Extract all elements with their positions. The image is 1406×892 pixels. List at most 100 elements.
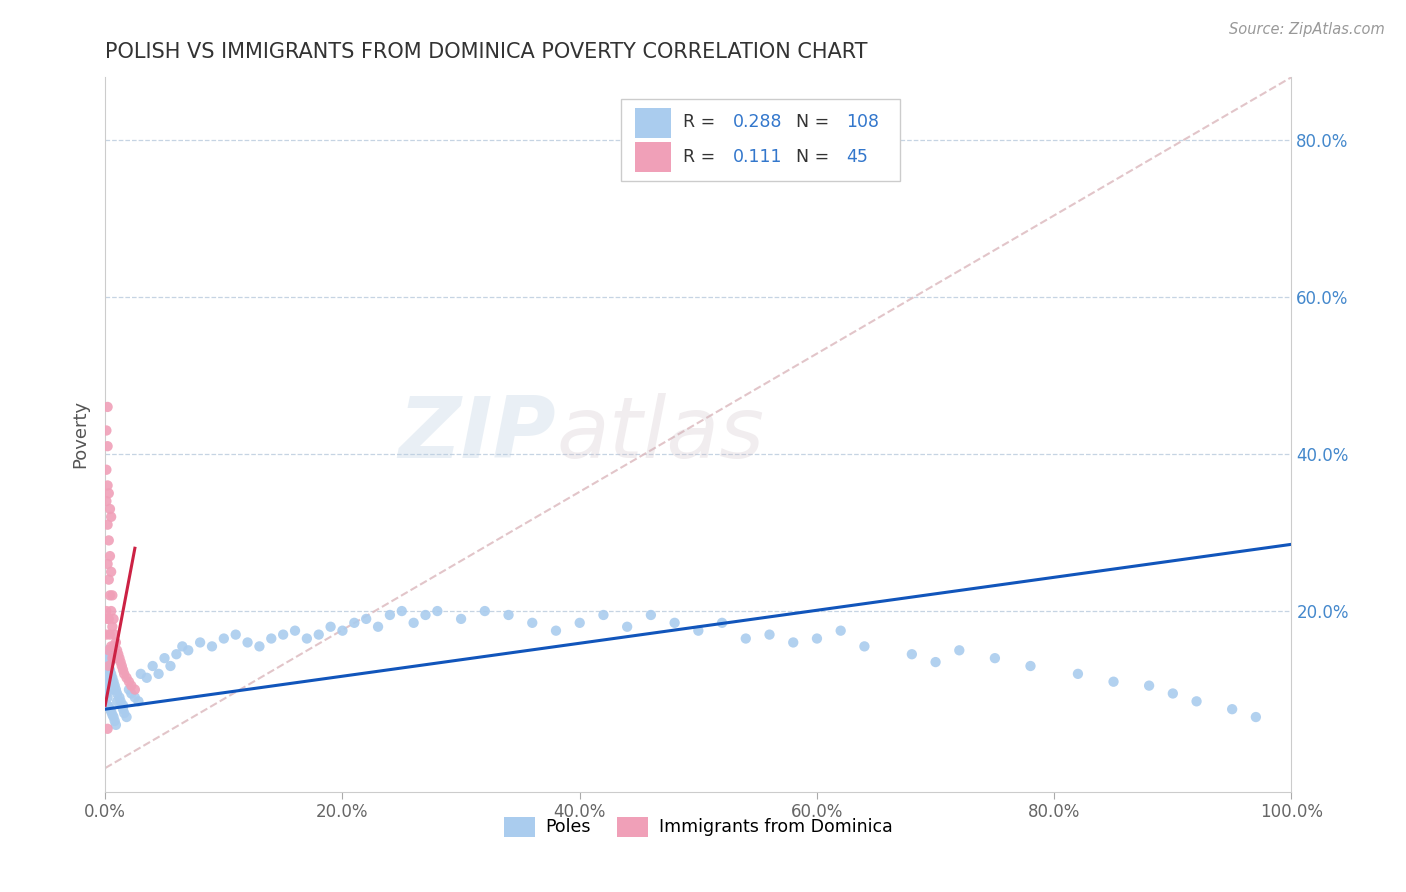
Point [98, 549, 121, 563]
Point [984, 651, 1007, 665]
Point [101, 620, 124, 634]
Text: N =: N = [796, 147, 834, 166]
Point [96, 627, 118, 641]
Point [343, 615, 366, 630]
Point [120, 686, 142, 700]
Point [112, 706, 135, 720]
Point [201, 640, 224, 654]
Point [415, 607, 437, 622]
Point [711, 615, 734, 630]
Point [111, 698, 134, 713]
Point [97, 666, 120, 681]
Point [100, 509, 122, 524]
Point [101, 671, 124, 685]
Point [124, 682, 146, 697]
Point [225, 627, 247, 641]
Point [1137, 679, 1160, 693]
Text: 0.288: 0.288 [733, 113, 782, 131]
Text: Source: ZipAtlas.com: Source: ZipAtlas.com [1229, 22, 1385, 37]
Point [97, 690, 120, 705]
Point [1067, 666, 1090, 681]
Point [450, 612, 472, 626]
Point [236, 635, 259, 649]
Point [135, 671, 157, 685]
Point [97, 400, 120, 414]
Point [901, 647, 924, 661]
Point [100, 604, 122, 618]
Point [105, 694, 128, 708]
Point [112, 666, 135, 681]
Point [474, 604, 496, 618]
Point [100, 666, 122, 681]
Point [100, 640, 122, 654]
Text: R =: R = [683, 147, 725, 166]
Point [101, 679, 124, 693]
Point [118, 674, 141, 689]
Point [271, 627, 294, 641]
Point [782, 635, 804, 649]
Point [544, 624, 567, 638]
Point [97, 439, 120, 453]
Point [308, 627, 330, 641]
Point [260, 632, 283, 646]
Text: ZIP: ZIP [398, 392, 555, 476]
Point [172, 640, 194, 654]
Point [115, 671, 138, 685]
Point [100, 565, 122, 579]
Point [616, 620, 638, 634]
Point [97, 674, 120, 689]
Text: atlas: atlas [555, 392, 763, 476]
Point [108, 651, 131, 665]
Point [98, 702, 121, 716]
Point [96, 604, 118, 618]
Point [522, 615, 544, 630]
Point [101, 588, 124, 602]
Point [148, 666, 170, 681]
Point [127, 694, 149, 708]
Point [97, 612, 120, 626]
Point [153, 651, 176, 665]
Point [97, 682, 120, 697]
Point [319, 620, 342, 634]
Point [100, 705, 122, 719]
Point [97, 533, 120, 548]
Point [108, 690, 131, 705]
Point [110, 655, 132, 669]
FancyBboxPatch shape [621, 99, 900, 181]
Point [96, 463, 118, 477]
Point [111, 702, 134, 716]
Text: N =: N = [796, 113, 834, 131]
Point [111, 663, 134, 677]
Point [284, 624, 307, 638]
Point [97, 682, 120, 697]
Point [103, 640, 125, 654]
Point [332, 624, 354, 638]
Point [640, 607, 662, 622]
Point [97, 651, 120, 665]
Point [688, 624, 710, 638]
Text: 45: 45 [846, 147, 869, 166]
Point [402, 615, 425, 630]
Point [367, 620, 389, 634]
Point [97, 486, 120, 500]
Point [354, 612, 377, 626]
Point [96, 494, 118, 508]
Point [758, 627, 780, 641]
Point [1102, 674, 1125, 689]
Point [97, 557, 120, 571]
Point [98, 655, 121, 669]
Point [96, 424, 118, 438]
Text: 108: 108 [846, 113, 880, 131]
Point [97, 612, 120, 626]
Point [96, 674, 118, 689]
Point [1185, 694, 1208, 708]
Point [97, 659, 120, 673]
Point [734, 632, 756, 646]
Point [101, 707, 124, 722]
Point [1244, 710, 1267, 724]
Point [103, 710, 125, 724]
Point [592, 607, 614, 622]
Point [96, 659, 118, 673]
Point [97, 674, 120, 689]
Point [249, 640, 271, 654]
